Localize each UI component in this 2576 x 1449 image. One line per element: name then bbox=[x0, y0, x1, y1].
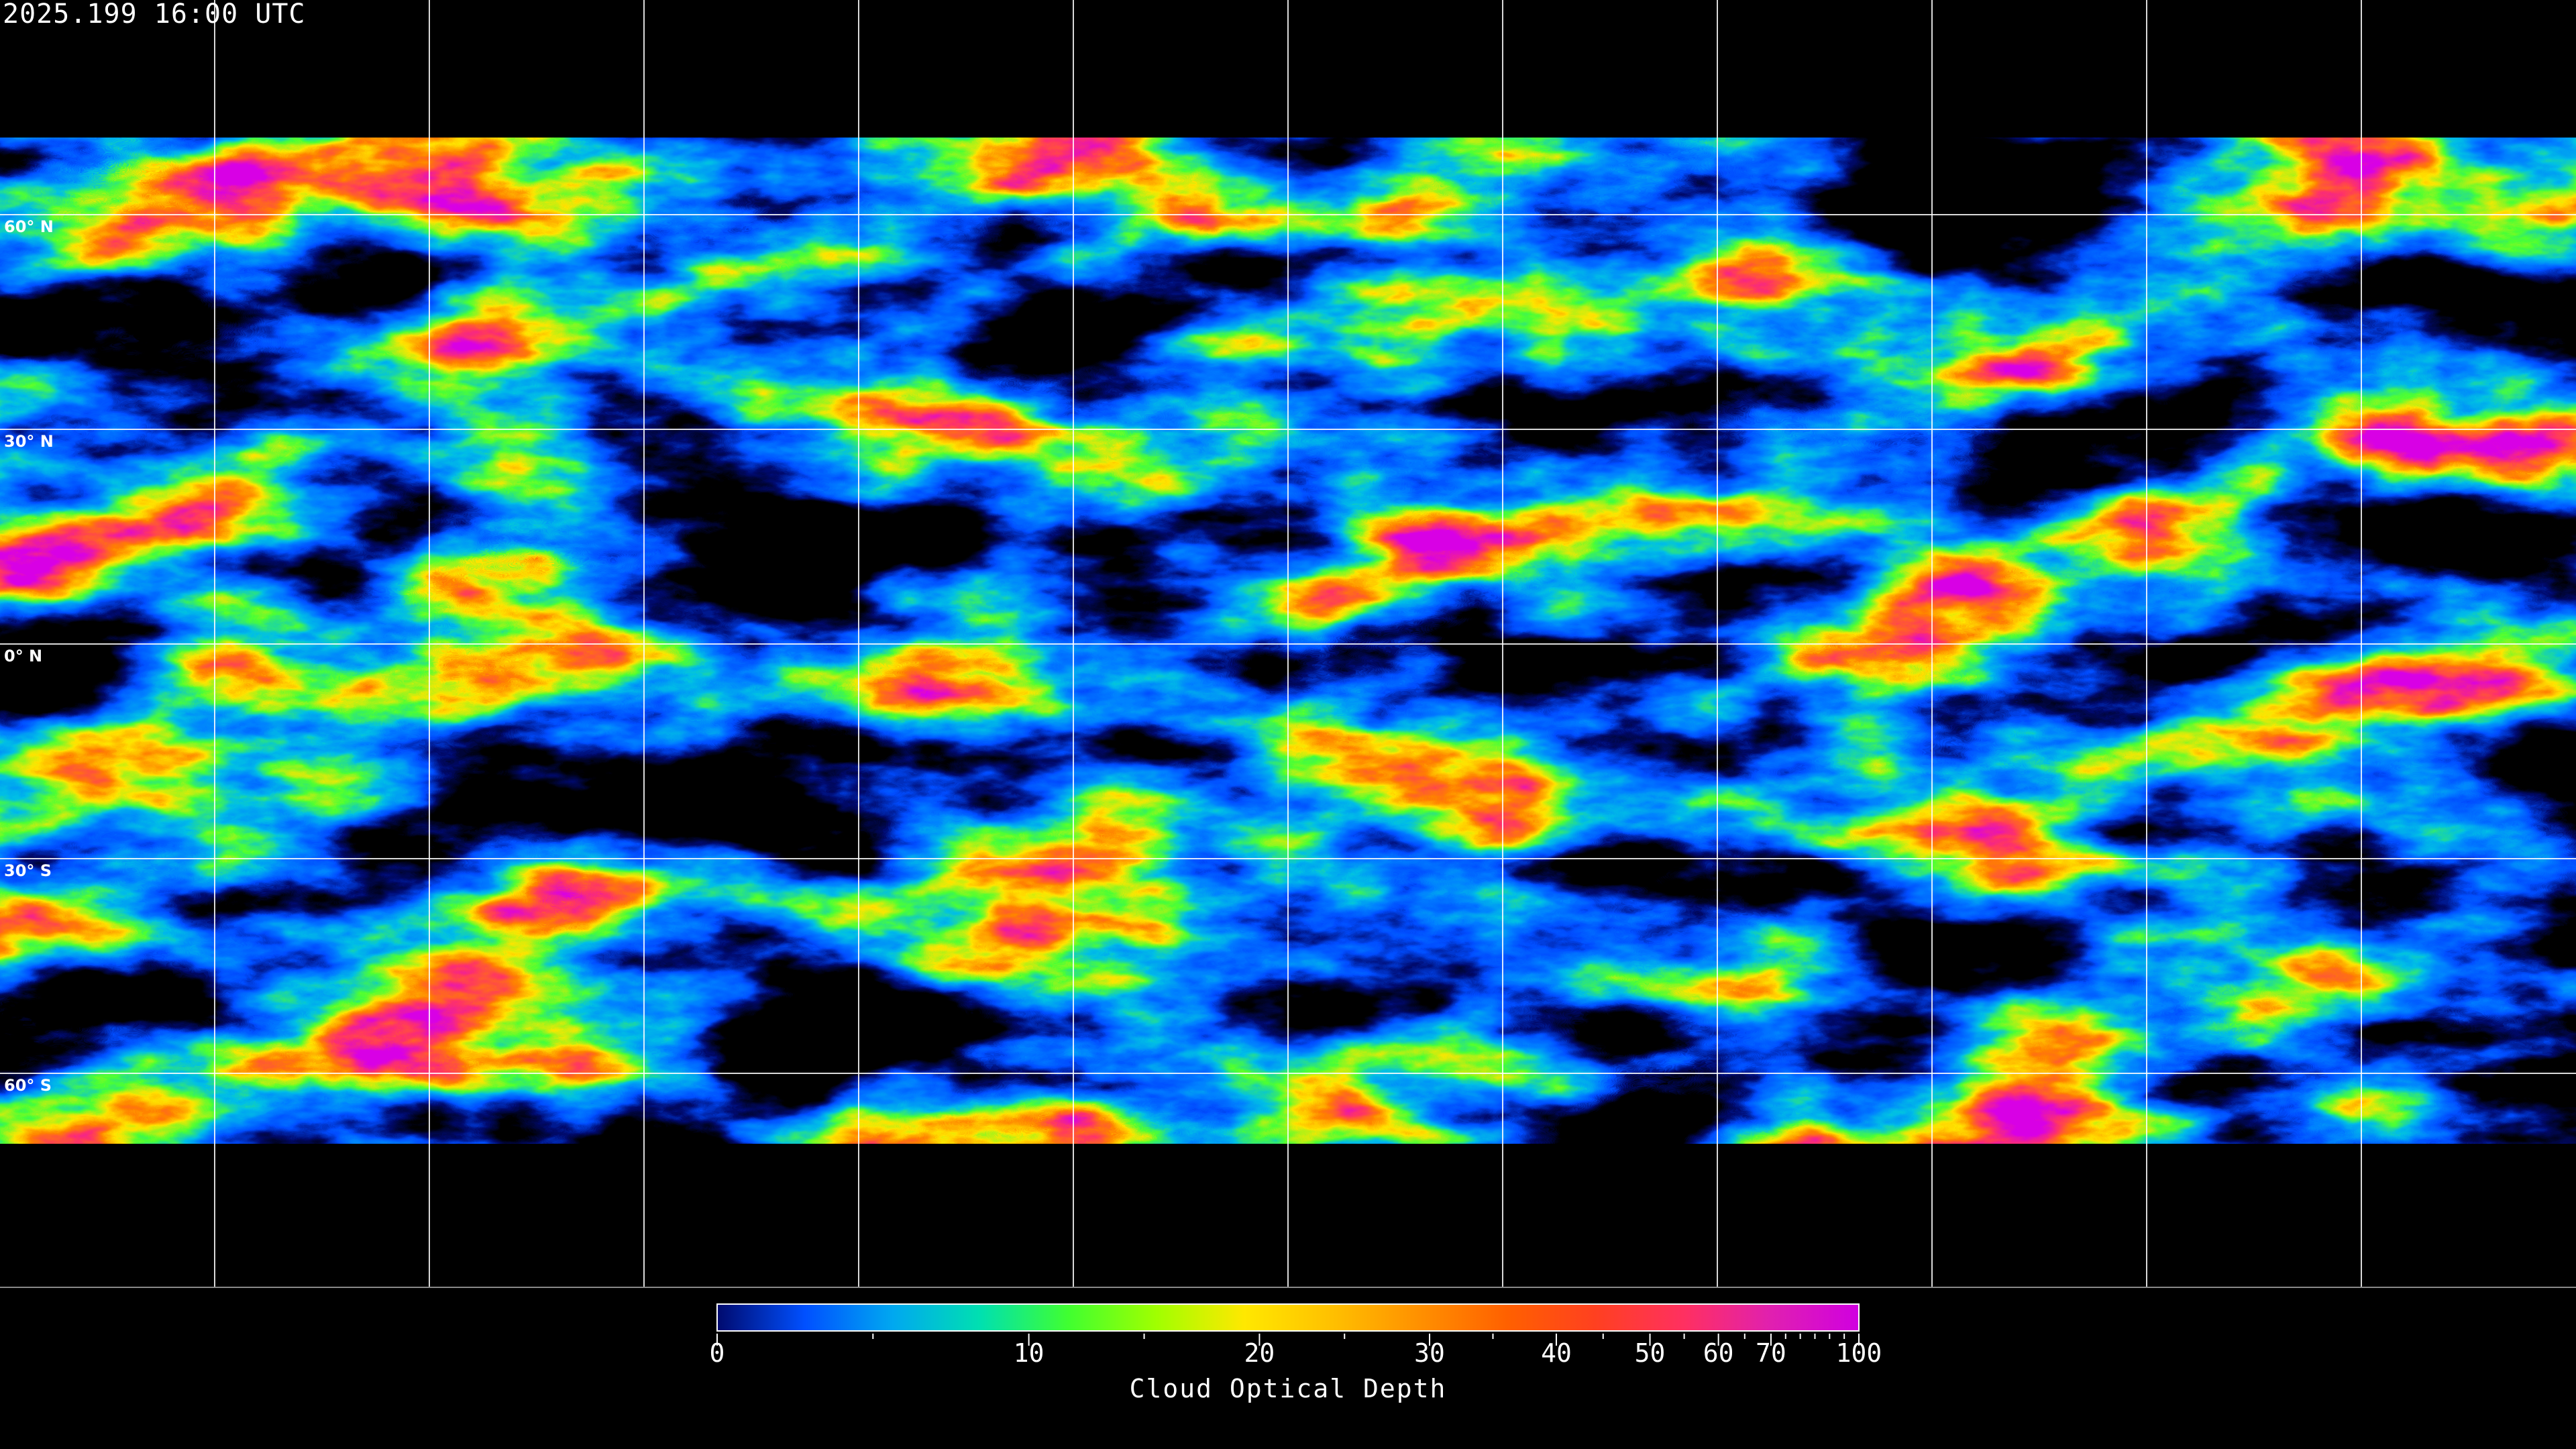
latitude-label: 30° S bbox=[4, 861, 52, 880]
colorbar-tick-label: 10 bbox=[1013, 1338, 1044, 1368]
colorbar-tick-label: 0 bbox=[709, 1338, 725, 1368]
colorbar-tick-label: 60 bbox=[1703, 1338, 1734, 1368]
graticule bbox=[0, 0, 2576, 1288]
latitude-label: 60° S bbox=[4, 1076, 52, 1095]
colorbar-tick-label: 40 bbox=[1541, 1338, 1572, 1368]
latitude-label: 30° N bbox=[4, 432, 54, 451]
colorbar bbox=[716, 1303, 1860, 1346]
latitude-label: 60° N bbox=[4, 217, 54, 236]
colorbar-tick-label: 50 bbox=[1634, 1338, 1666, 1368]
colorbar-tick-label: 30 bbox=[1414, 1338, 1445, 1368]
timestamp-title: 2025.199 16:00 UTC bbox=[3, 0, 306, 30]
colorbar-tick-label: 100 bbox=[1835, 1338, 1882, 1368]
colorbar-tick-label: 20 bbox=[1244, 1338, 1275, 1368]
colorbar-label: Cloud Optical Depth bbox=[1129, 1374, 1447, 1403]
colorbar-ticks bbox=[716, 1334, 1860, 1346]
cloud-optical-depth-map bbox=[0, 0, 2576, 1288]
latitude-label: 0° N bbox=[4, 647, 43, 665]
colorbar-gradient bbox=[716, 1303, 1860, 1332]
colorbar-tick-label: 70 bbox=[1756, 1338, 1786, 1368]
